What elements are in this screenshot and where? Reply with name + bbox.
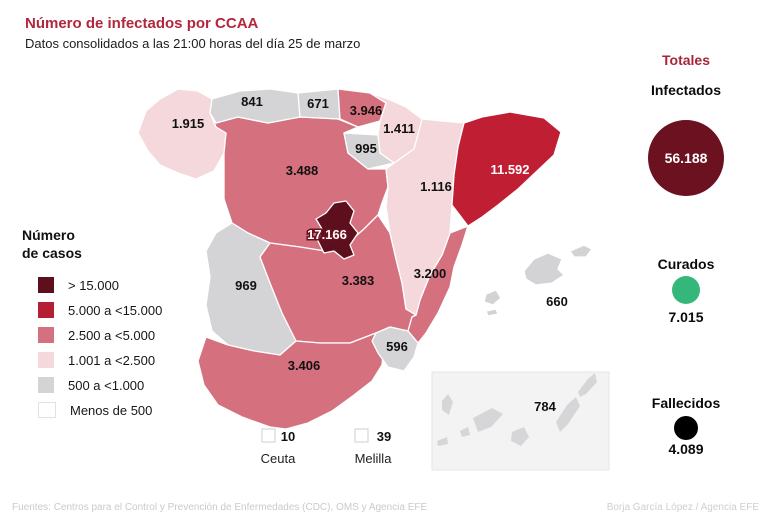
- name-label-ceuta: Ceuta: [261, 451, 296, 466]
- legend-swatch: [38, 377, 54, 393]
- region-ceuta: [261, 428, 276, 443]
- page-title: Número de infectados por CCAA: [25, 15, 259, 32]
- legend-item: 5.000 a <15.000: [38, 302, 162, 318]
- infected-circle: 56.188: [648, 120, 724, 196]
- island-lanzarote: [578, 373, 597, 397]
- island-menorca: [569, 244, 593, 258]
- legend-swatch: [38, 352, 54, 368]
- totals-heading: Totales: [662, 52, 710, 68]
- value-label-pais-vasco: 3.946: [350, 103, 383, 118]
- island-fuerteventura: [556, 397, 580, 432]
- spain-choropleth-map: 3.488 969 3.383 3.406 3.200 596 1.116 11…: [137, 88, 610, 471]
- value-label-cataluna: 11.592: [490, 162, 529, 177]
- island-gran-canaria: [511, 427, 529, 446]
- deceased-value: 4.089: [668, 441, 704, 457]
- recovered-value: 7.015: [668, 309, 704, 325]
- value-label-cantabria: 671: [307, 96, 329, 111]
- deceased-label: Fallecidos: [651, 395, 721, 411]
- region-la-rioja: [343, 132, 395, 170]
- recovered-label: Curados: [657, 256, 715, 272]
- region-cataluna: [451, 111, 562, 227]
- sources-credit: Fuentes: Centros para el Control y Preve…: [12, 502, 428, 513]
- value-label-andalucia: 3.406: [288, 358, 321, 373]
- value-label-galicia: 1.915: [172, 116, 205, 131]
- legend-item-label: 5.000 a <15.000: [68, 302, 163, 318]
- region-andalucia: [197, 332, 385, 430]
- value-label-castilla-la-mancha: 3.383: [342, 273, 375, 288]
- legend-swatch: [38, 277, 54, 293]
- infected-value: 56.188: [664, 150, 708, 166]
- legend-item-label: Menos de 500: [70, 402, 153, 418]
- value-label-baleares: 660: [546, 294, 568, 309]
- value-label-aragon: 1.116: [420, 179, 452, 194]
- value-label-la-rioja: 995: [355, 141, 377, 156]
- canarias-inset-box: [431, 371, 610, 471]
- legend-title-line2: de casos: [22, 245, 82, 261]
- legend-swatch: [38, 327, 54, 343]
- value-label-asturias: 841: [241, 94, 263, 109]
- name-label-melilla: Melilla: [355, 451, 393, 466]
- canarias-inset: [431, 371, 610, 471]
- region-melilla: [354, 428, 369, 443]
- deceased-circle: [674, 416, 698, 440]
- region-madrid: [315, 200, 359, 260]
- island-ibiza: [483, 289, 502, 306]
- value-label-canarias: 784: [534, 399, 556, 414]
- legend-title-line1: Número: [22, 227, 75, 243]
- author-credit: Borja García López / Agencia EFE: [606, 502, 759, 513]
- value-label-madrid: 17.166: [307, 227, 347, 242]
- legend-item: 500 a <1.000: [38, 377, 144, 393]
- value-label-melilla: 39: [377, 429, 391, 444]
- island-tenerife: [473, 408, 503, 432]
- map-value-labels: 3.488 969 3.383 3.406 3.200 596 1.116 11…: [172, 94, 568, 466]
- infected-label: Infectados: [650, 82, 721, 98]
- value-label-extremadura: 969: [235, 278, 257, 293]
- region-asturias: [209, 88, 301, 124]
- legend-swatch: [38, 402, 56, 418]
- legend-item-label: 1.001 a <2.500: [68, 352, 156, 368]
- island-la-palma: [442, 394, 453, 415]
- legend-item: > 15.000: [38, 277, 119, 293]
- legend-item: 2.500 a <5.000: [38, 327, 155, 343]
- island-la-gomera: [460, 427, 470, 437]
- value-label-navarra: 1.411: [383, 121, 415, 136]
- value-label-valencia: 3.200: [414, 266, 447, 281]
- legend-item: 1.001 a <2.500: [38, 352, 155, 368]
- island-formentera: [485, 308, 499, 317]
- region-baleares: [483, 244, 593, 317]
- legend-title: Número de casos: [22, 226, 82, 262]
- legend-item-label: 2.500 a <5.000: [68, 327, 156, 343]
- region-galicia: [137, 88, 227, 180]
- legend-swatch: [38, 302, 54, 318]
- region-murcia: [371, 326, 419, 372]
- island-el-hierro: [437, 437, 448, 446]
- page-subtitle: Datos consolidados a las 21:00 horas del…: [25, 36, 361, 51]
- value-label-murcia: 596: [386, 339, 408, 354]
- value-label-ceuta: 10: [281, 429, 295, 444]
- legend-item: Menos de 500: [38, 402, 152, 418]
- recovered-circle: [672, 276, 700, 304]
- legend-item-label: > 15.000: [68, 277, 119, 293]
- legend-item-label: 500 a <1.000: [68, 377, 145, 393]
- island-mallorca: [523, 252, 565, 286]
- value-label-castilla-leon: 3.488: [286, 163, 319, 178]
